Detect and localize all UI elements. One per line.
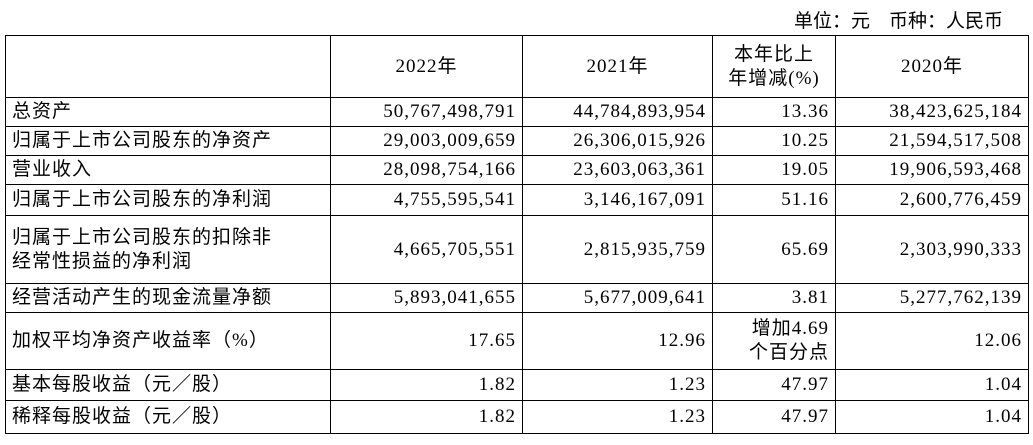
row-label: 归属于上市公司股东的净资产 xyxy=(5,126,331,156)
value-cell: 1.82 xyxy=(330,369,523,401)
value-cell: 1.23 xyxy=(522,369,713,401)
value-cell: 4,665,705,551 xyxy=(330,215,523,284)
column-header xyxy=(5,35,331,98)
value-cell: 增加4.69 个百分点 xyxy=(712,312,836,370)
table-row: 营业收入 28,098,754,166 23,603,063,361 19.05 19,… xyxy=(5,155,1029,185)
column-header: 本年比上 年增减(%) xyxy=(712,35,836,98)
value-cell: 26,306,015,926 xyxy=(522,126,713,156)
table-row: 稀释每股收益（元／股） 1.82 1.23 47.97 1.04 xyxy=(5,400,1029,434)
value-cell: 19.05 xyxy=(712,155,836,185)
header-row: 2022年 2021年 本年比上 年增减(%) 2020年 xyxy=(5,35,1029,98)
table-row: 加权平均净资产收益率（%） 17.65 12.96 增加4.69 个百分点 12.06 xyxy=(5,312,1029,370)
value-cell: 51.16 xyxy=(712,184,836,216)
value-cell: 21,594,517,508 xyxy=(835,126,1029,156)
value-cell: 2,600,776,459 xyxy=(835,184,1029,216)
value-cell: 5,277,762,139 xyxy=(835,283,1029,313)
value-cell: 5,893,041,655 xyxy=(330,283,523,313)
value-cell: 3.81 xyxy=(712,283,836,313)
value-cell: 2,303,990,333 xyxy=(835,215,1029,284)
column-header: 2022年 xyxy=(330,35,523,98)
value-cell: 4,755,595,541 xyxy=(330,184,523,216)
value-cell: 47.97 xyxy=(712,400,836,434)
row-label: 营业收入 xyxy=(5,155,331,185)
value-cell: 50,767,498,791 xyxy=(330,97,523,127)
value-cell: 28,098,754,166 xyxy=(330,155,523,185)
value-cell: 1.04 xyxy=(835,369,1029,401)
table-row: 基本每股收益（元／股） 1.82 1.23 47.97 1.04 xyxy=(5,369,1029,401)
row-label: 总资产 xyxy=(5,97,331,127)
value-cell: 38,423,625,184 xyxy=(835,97,1029,127)
table-row: 归属于上市公司股东的净资产 29,003,009,659 26,306,015,92… xyxy=(5,126,1029,156)
value-cell: 10.25 xyxy=(712,126,836,156)
value-cell: 47.97 xyxy=(712,369,836,401)
row-label: 经营活动产生的现金流量净额 xyxy=(5,283,331,313)
value-cell: 1.04 xyxy=(835,400,1029,434)
table-row: 归属于上市公司股东的净利润 4,755,595,541 3,146,167,091 5… xyxy=(5,184,1029,216)
column-header: 2021年 xyxy=(522,35,713,98)
value-cell: 23,603,063,361 xyxy=(522,155,713,185)
row-label: 稀释每股收益（元／股） xyxy=(5,400,331,434)
value-cell: 17.65 xyxy=(330,312,523,370)
row-label: 基本每股收益（元／股） xyxy=(5,369,331,401)
row-label: 归属于上市公司股东的净利润 xyxy=(5,184,331,216)
value-cell: 3,146,167,091 xyxy=(522,184,713,216)
table-row: 归属于上市公司股东的扣除非 经常性损益的净利润 4,665,705,551 2,81… xyxy=(5,215,1029,284)
row-label: 加权平均净资产收益率（%） xyxy=(5,312,331,370)
row-label: 归属于上市公司股东的扣除非 经常性损益的净利润 xyxy=(5,215,331,284)
column-header: 2020年 xyxy=(835,35,1029,98)
value-cell: 19,906,593,468 xyxy=(835,155,1029,185)
value-cell: 1.82 xyxy=(330,400,523,434)
value-cell: 5,677,009,641 xyxy=(522,283,713,313)
financial-table: 2022年 2021年 本年比上 年增减(%) 2020年 总资产 50,767,498,… xyxy=(5,35,1029,434)
value-cell: 29,003,009,659 xyxy=(330,126,523,156)
table-row: 总资产 50,767,498,791 44,784,893,954 13.36 38,4… xyxy=(5,97,1029,127)
value-cell: 65.69 xyxy=(712,215,836,284)
value-cell: 12.96 xyxy=(522,312,713,370)
table-row: 经营活动产生的现金流量净额 5,893,041,655 5,677,009,641 3… xyxy=(5,283,1029,313)
value-cell: 12.06 xyxy=(835,312,1029,370)
value-cell: 13.36 xyxy=(712,97,836,127)
unit-note: 单位：元 币种：人民币 xyxy=(793,11,1003,32)
value-cell: 2,815,935,759 xyxy=(522,215,713,284)
value-cell: 44,784,893,954 xyxy=(522,97,713,127)
value-cell: 1.23 xyxy=(522,400,713,434)
